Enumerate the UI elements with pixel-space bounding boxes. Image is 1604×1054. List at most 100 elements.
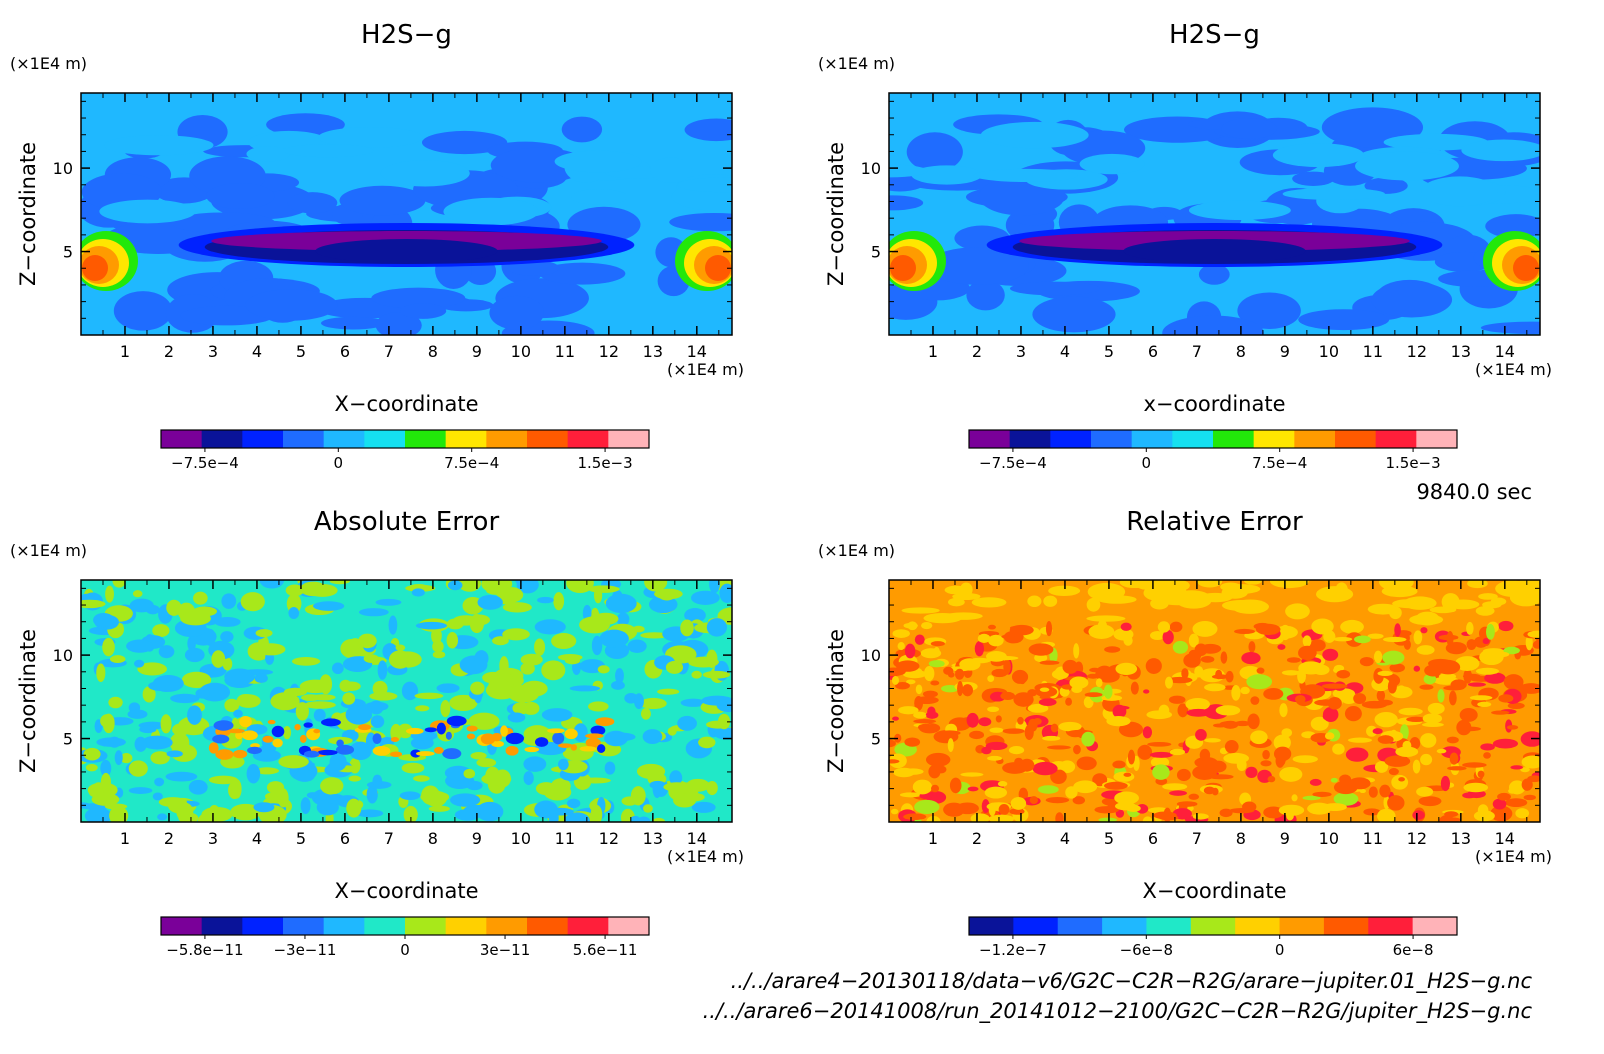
x-tick-label: 8 — [428, 829, 438, 848]
x-tick-label: 7 — [1192, 829, 1202, 848]
heatmap-field — [81, 580, 732, 822]
x-tick-label: 12 — [599, 829, 619, 848]
colorbar: −1.2e−7 −6e−8 0 6e−8 — [968, 916, 1458, 959]
x-tick-label: 1 — [120, 829, 130, 848]
colorbar-swatch — [242, 430, 284, 448]
x-tick-label: 4 — [1060, 829, 1070, 848]
x-tick-label: 7 — [384, 829, 394, 848]
x-tick-label: 12 — [1407, 829, 1427, 848]
x-tick-label: 7 — [384, 342, 394, 361]
colorbar-swatch — [1253, 430, 1295, 448]
colorbar-swatch — [1416, 430, 1458, 448]
colorbar-swatch — [527, 917, 569, 935]
y-tick-label: 10 — [53, 646, 73, 665]
x-tick-label: 13 — [643, 829, 663, 848]
colorbar-label: 6e−8 — [1393, 941, 1434, 959]
colorbar-swatch — [323, 430, 365, 448]
x-tick-label: 3 — [208, 829, 218, 848]
colorbar-swatch — [1146, 917, 1192, 935]
colorbar-swatch — [1190, 917, 1236, 935]
y-tick-label: 10 — [53, 159, 73, 178]
colorbar-label: −6e−8 — [1120, 941, 1173, 959]
colorbar-label: 7.5e−4 — [444, 454, 499, 472]
colorbar-swatch — [242, 917, 284, 935]
x-tick-label: 2 — [972, 829, 982, 848]
colorbar-swatch — [445, 430, 487, 448]
x-tick-label: 8 — [1236, 342, 1246, 361]
colorbar-swatch — [486, 430, 528, 448]
colorbar-swatch — [405, 430, 447, 448]
colorbar-swatch — [161, 430, 203, 448]
x-tick-label: 10 — [1319, 342, 1339, 361]
x-tick-label: 9 — [1280, 829, 1290, 848]
panel-title: Absolute Error — [314, 507, 500, 537]
colorbar: −7.5e−4 0 7.5e−4 1.5e−3 — [160, 429, 650, 472]
x-tick-label: 11 — [1363, 829, 1383, 848]
y-tick-label: 5 — [871, 243, 881, 262]
colorbar-label: 0 — [400, 941, 410, 959]
x-tick-label: 5 — [1104, 829, 1114, 848]
x-tick-label: 6 — [1148, 829, 1158, 848]
x-unit-label: (×1E4 m) — [1475, 360, 1552, 379]
colorbar: −5.8e−11 −3e−11 0 3e−11 5.6e−11 — [160, 916, 650, 959]
x-tick-label: 3 — [1016, 829, 1026, 848]
y-axis-label: Z−coordinate — [16, 142, 40, 286]
colorbar-swatch — [1335, 430, 1377, 448]
x-tick-label: 9 — [472, 342, 482, 361]
x-tick-label: 5 — [1104, 342, 1114, 361]
colorbar-label: −1.2e−7 — [979, 941, 1047, 959]
x-axis-label: x−coordinate — [1143, 392, 1285, 416]
x-tick-label: 14 — [687, 342, 707, 361]
x-tick-label: 9 — [472, 829, 482, 848]
colorbar-swatch — [1102, 917, 1147, 935]
panel-4: Relative Error (×1E4 m) Z−coordinate (×1E4 … — [818, 507, 1552, 959]
colorbar-swatch — [1294, 430, 1336, 448]
x-axis-label: X−coordinate — [335, 392, 479, 416]
x-tick-label: 2 — [972, 342, 982, 361]
x-tick-label: 6 — [1148, 342, 1158, 361]
x-tick-label: 4 — [252, 829, 262, 848]
y-axis-label: Z−coordinate — [824, 629, 848, 773]
file-path-2: ../../arare6−20141008/run_20141012−2100/… — [703, 999, 1533, 1024]
x-tick-label: 14 — [1495, 829, 1515, 848]
colorbar-swatch — [1172, 430, 1214, 448]
colorbar-label: 3e−11 — [480, 941, 530, 959]
colorbar-swatch — [201, 917, 243, 935]
colorbar: −7.5e−4 0 7.5e−4 1.5e−3 — [968, 429, 1458, 472]
plot-frame — [80, 579, 733, 823]
colorbar-swatch — [405, 917, 447, 935]
heatmap-field — [81, 93, 732, 335]
plot-frame — [888, 579, 1541, 823]
x-tick-label: 6 — [340, 342, 350, 361]
y-tick-label: 5 — [63, 243, 73, 262]
y-axis-label: Z−coordinate — [16, 629, 40, 773]
colorbar-swatch — [969, 430, 1011, 448]
time-label: 9840.0 sec — [1416, 480, 1532, 504]
x-axis-label: X−coordinate — [335, 879, 479, 903]
panel-title: H2S−g — [361, 20, 452, 50]
x-unit-label: (×1E4 m) — [667, 847, 744, 866]
colorbar-swatch — [1057, 917, 1103, 935]
colorbar-swatch — [283, 430, 325, 448]
colorbar-swatch — [1050, 430, 1092, 448]
panel-title: H2S−g — [1169, 20, 1260, 50]
colorbar-swatch — [608, 430, 650, 448]
x-tick-label: 3 — [208, 342, 218, 361]
colorbar-label: −5.8e−11 — [166, 941, 243, 959]
y-tick-label: 10 — [861, 646, 881, 665]
colorbar-swatch — [608, 917, 650, 935]
colorbar-label: 5.6e−11 — [573, 941, 638, 959]
heatmap-field — [889, 580, 1540, 822]
x-tick-label: 11 — [555, 342, 575, 361]
x-tick-label: 14 — [1495, 342, 1515, 361]
x-tick-label: 11 — [555, 829, 575, 848]
x-tick-label: 8 — [1236, 829, 1246, 848]
plot-frame — [888, 92, 1541, 336]
colorbar-swatch — [1213, 430, 1255, 448]
x-tick-label: 10 — [1319, 829, 1339, 848]
colorbar-swatch — [567, 430, 609, 448]
y-tick-label: 5 — [871, 730, 881, 749]
x-tick-label: 10 — [511, 342, 531, 361]
colorbar-label: −7.5e−4 — [171, 454, 239, 472]
plot-frame — [80, 92, 733, 336]
